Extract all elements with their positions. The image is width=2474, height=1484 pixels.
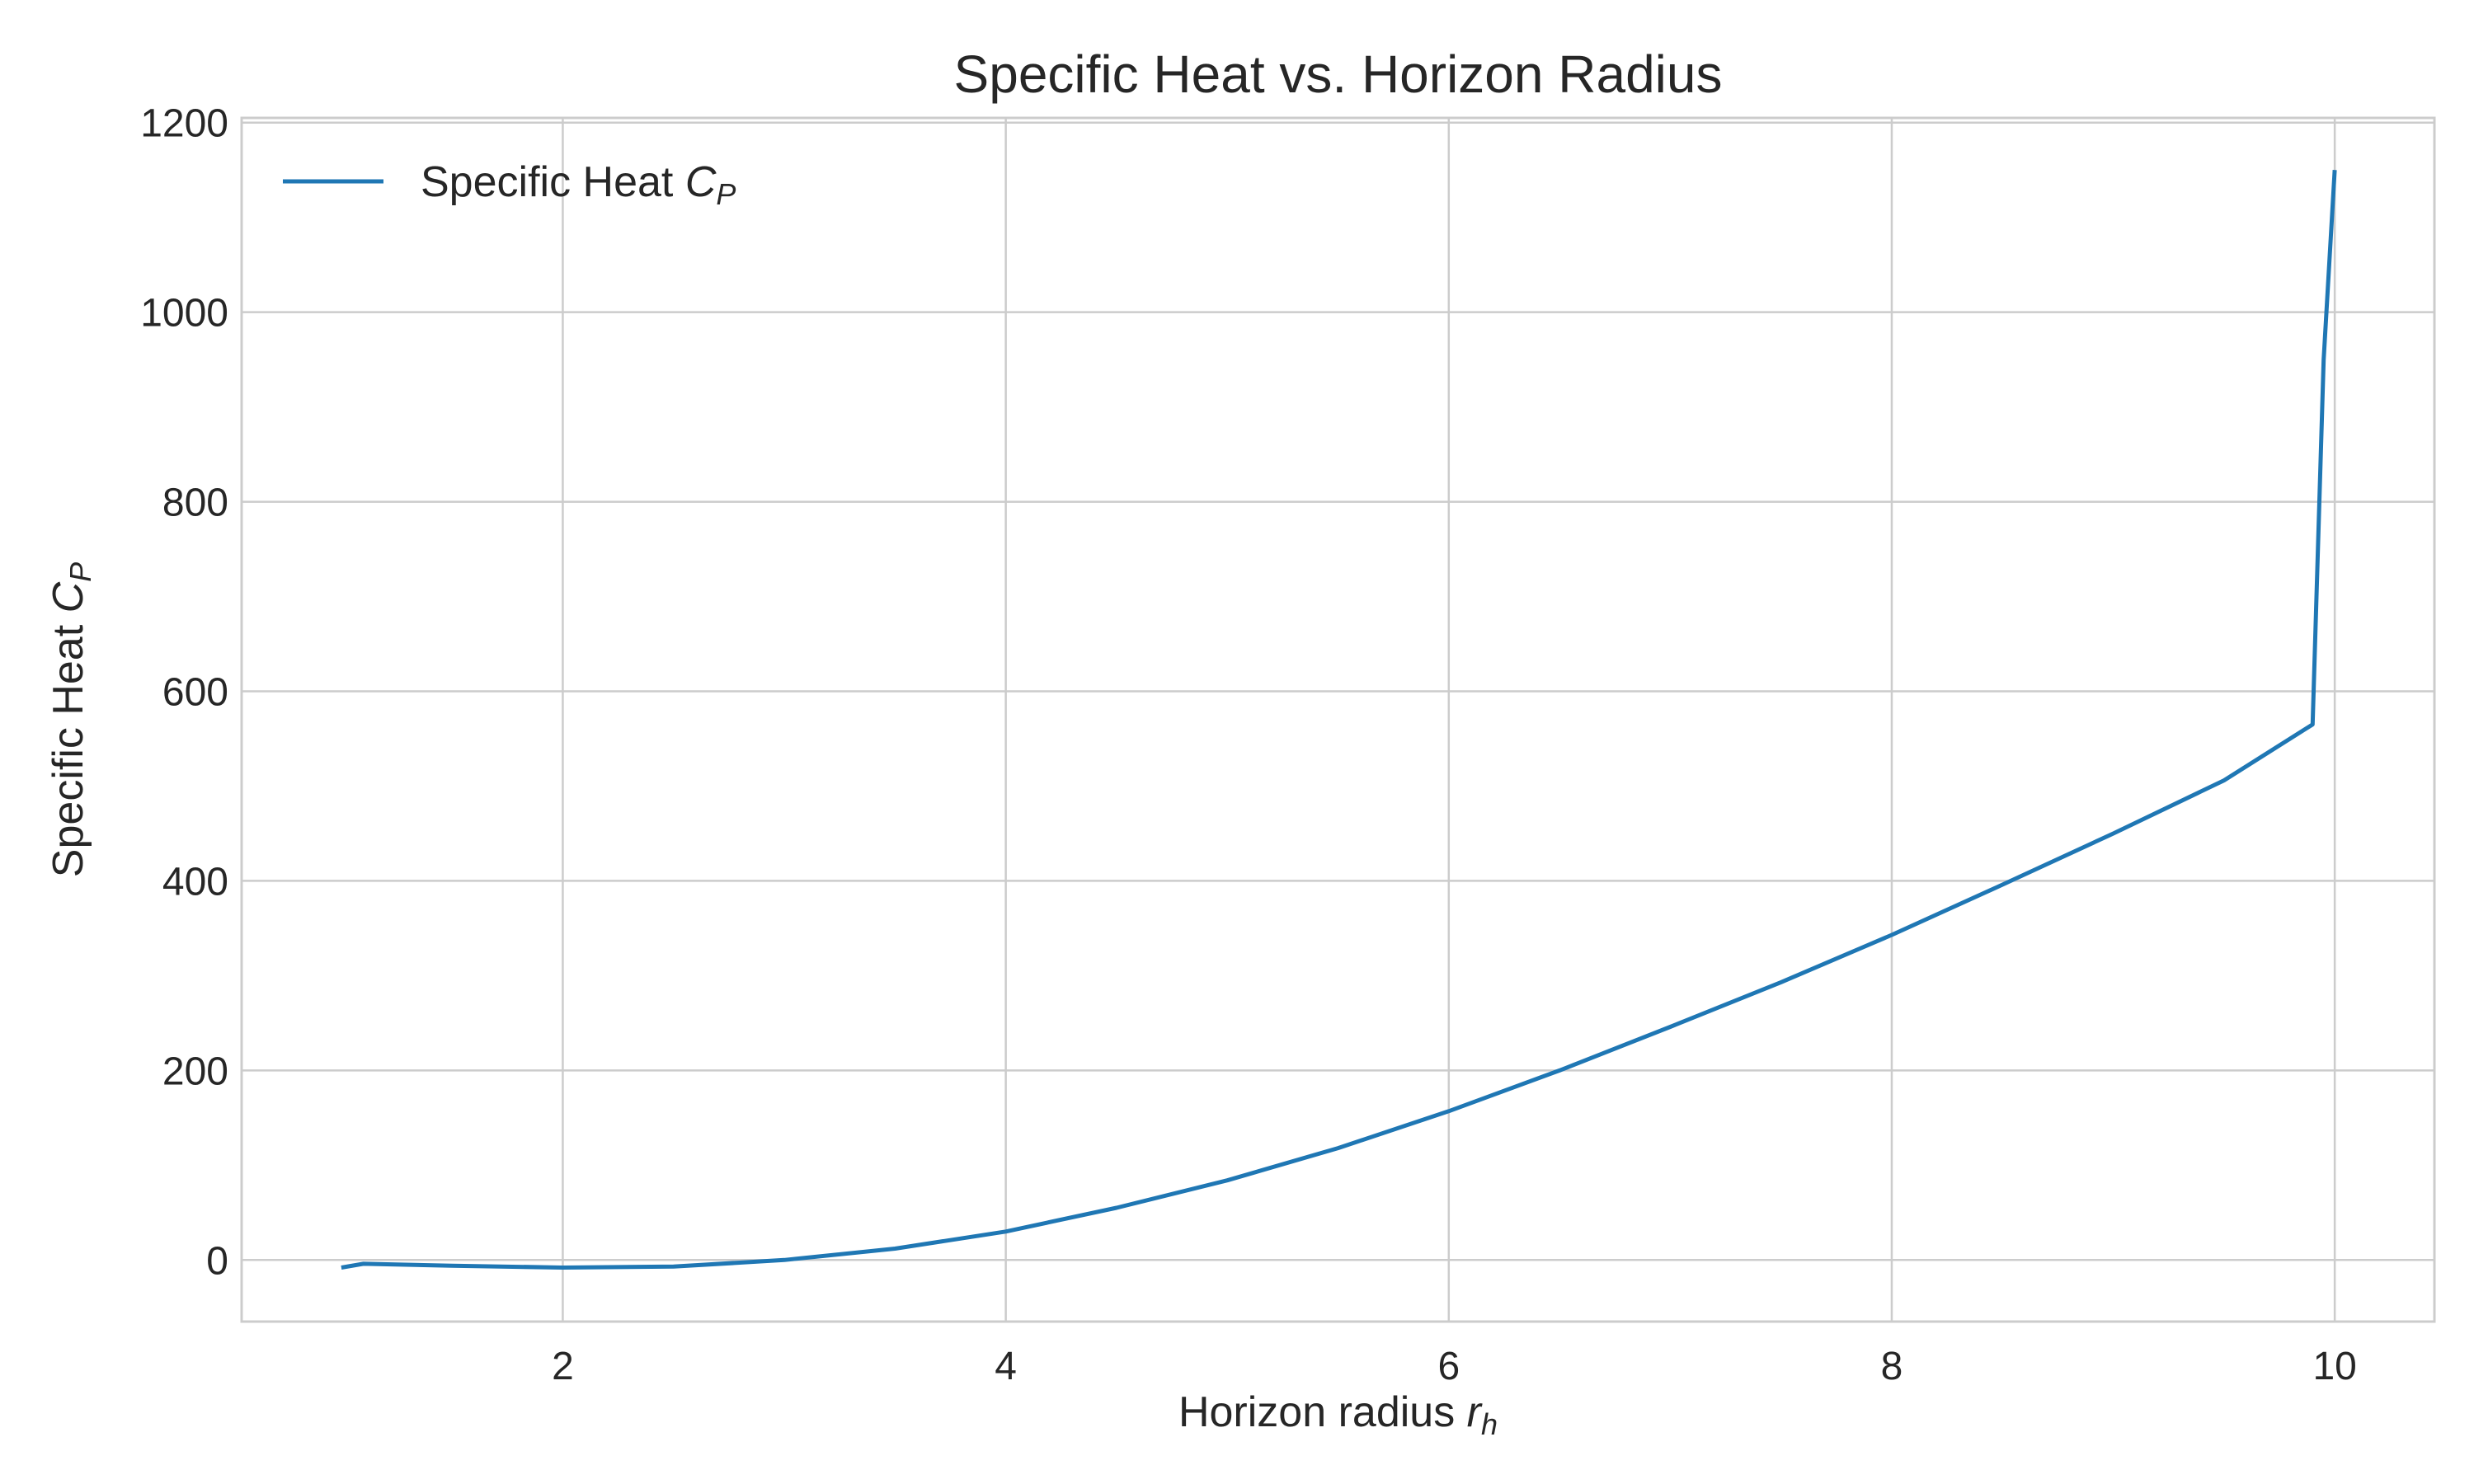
x-axis-label-main: Horizon radius [1178,1388,1467,1436]
x-tick-label: 8 [1881,1345,1903,1388]
x-axis-label-var: r [1467,1388,1484,1436]
legend: Specific Heat CP [283,158,736,211]
grid [242,118,2434,1322]
series-layer [341,170,2337,1270]
y-tick-label: 0 [206,1239,228,1283]
y-axis-label-sub: P [63,562,97,582]
x-tick-label: 6 [1437,1345,1460,1388]
legend-entry-sub: P [716,177,736,211]
y-tick-label: 1000 [140,292,228,336]
x-axis-label-sub: h [1481,1407,1498,1441]
y-tick-label: 400 [162,860,228,904]
x-tick-label: 4 [995,1345,1017,1388]
y-tick-label: 200 [162,1050,228,1093]
plot-frame [240,116,2436,1323]
y-tick-label: 600 [162,671,228,715]
legend-entry-label: Specific Heat CP [421,158,736,211]
y-axis-label-var: C [45,581,92,613]
legend-entry-main: Specific Heat [421,158,685,206]
y-axis-label-main: Specific Heat [45,613,92,877]
legend-entry-var: C [685,158,717,206]
chart-title: Specific Heat vs. Horizon Radius [954,45,1723,104]
x-axis-label: Horizon radius rh [1178,1388,1498,1441]
plot-background [242,118,2434,1322]
y-axis-label: Specific Heat CP [45,562,97,877]
x-tick-label: 2 [552,1345,574,1388]
series-line [341,170,2337,1270]
y-tick-label: 1200 [140,102,228,146]
x-tick-label: 10 [2312,1345,2356,1388]
y-tick-label: 800 [162,481,228,525]
tick-labels: 2 4 6 8 10 0 200 400 600 800 1000 1200 [140,102,2357,1388]
